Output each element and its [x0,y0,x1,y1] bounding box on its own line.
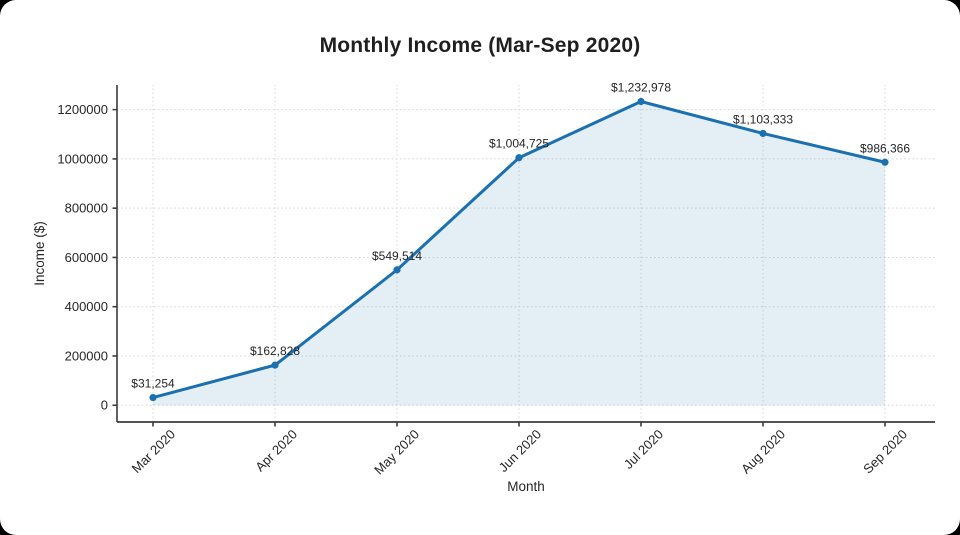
point-label: $1,232,978 [611,81,671,95]
y-tick-label: 200000 [65,348,108,363]
y-tick-label: 800000 [65,201,108,216]
x-tick-label: May 2020 [371,427,422,478]
x-tick-label: Aug 2020 [738,427,788,477]
point-label: $31,254 [131,377,175,391]
data-point-marker [271,361,279,369]
x-tick-label: Apr 2020 [252,427,300,475]
y-axis-title: Income ($) [32,221,47,286]
area-fill [153,101,885,406]
x-tick-label: Sep 2020 [860,427,910,477]
point-label: $1,004,725 [489,137,549,151]
y-tick-label: 1200000 [57,102,108,117]
data-point-marker [149,393,157,402]
data-point-marker [515,154,523,162]
point-label: $986,366 [860,141,910,155]
y-tick-label: 1000000 [57,151,108,166]
y-tick-label: 600000 [65,250,108,265]
x-axis-title: Month [507,479,545,494]
data-point-marker [759,129,767,138]
point-label: $549,514 [372,249,422,263]
y-tick-label: 400000 [65,299,108,314]
point-label: $162,828 [250,344,300,358]
point-label: $1,103,333 [733,112,793,126]
y-tick-label: 0 [101,398,108,413]
x-tick-label: Jun 2020 [496,427,544,475]
data-point-marker [637,97,645,106]
data-point-marker [393,266,401,274]
x-tick-label: Jul 2020 [621,427,666,472]
data-point-marker [881,158,889,166]
x-tick-label: Mar 2020 [129,427,178,476]
chart-title: Monthly Income (Mar-Sep 2020) [319,34,641,57]
